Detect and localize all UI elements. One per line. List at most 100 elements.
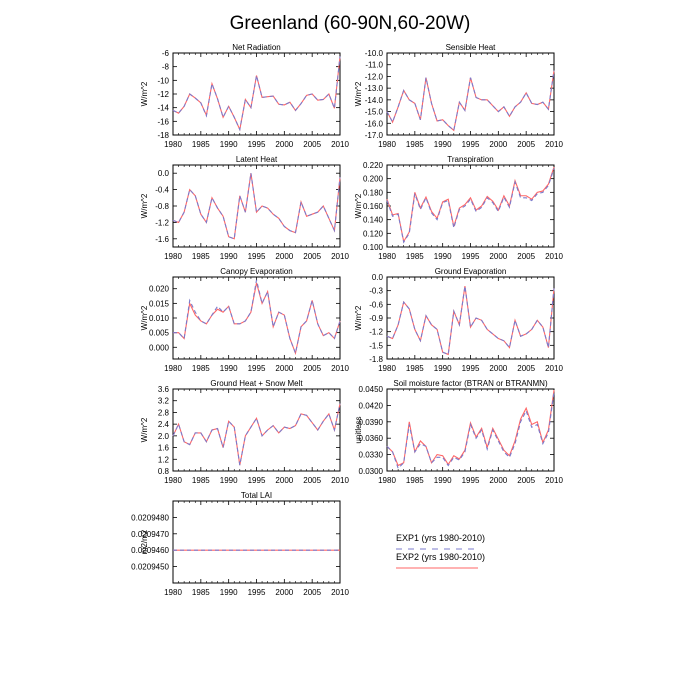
x-tick-label: 1980 <box>164 364 182 373</box>
x-tick-label: 2000 <box>489 476 507 485</box>
x-tick-label: 1990 <box>434 252 452 261</box>
chart-panel-9: Total LAI m2/m2 1980 1985 1990 1995 2000 2005 20… <box>131 491 349 597</box>
y-axis-label: W/m^2 <box>140 193 149 218</box>
x-tick-label: 1990 <box>220 252 238 261</box>
y-tick-label: 0.005 <box>149 329 170 338</box>
x-tick-label: 1985 <box>406 476 424 485</box>
x-tick-label: 2010 <box>331 252 349 261</box>
x-tick-label: 2010 <box>545 140 563 149</box>
y-tick-label: 0.0209470 <box>131 530 169 539</box>
chart-panel-6: Ground Evaporation W/m^2 1980 1985 1990 1995 2… <box>354 267 563 373</box>
y-tick-label: 2.8 <box>158 408 170 417</box>
figure-title: Greenland (60-90N,60-20W) <box>230 13 471 34</box>
x-tick-label: 1980 <box>378 140 396 149</box>
chart-panel-4: Transpiration W/m^2 1980 1985 1990 1995 2000 20… <box>354 155 563 261</box>
x-tick-label: 1990 <box>220 476 238 485</box>
y-tick-label: 0.0209480 <box>131 513 169 522</box>
x-tick-label: 2010 <box>545 476 563 485</box>
panel-title: Latent Heat <box>236 155 278 164</box>
x-tick-label: 2005 <box>517 140 535 149</box>
y-axis-label: W/m^2 <box>354 193 363 218</box>
x-tick-label: 1985 <box>406 252 424 261</box>
panel-title: Net Radiation <box>232 43 280 52</box>
y-tick-label: -1.5 <box>369 341 383 350</box>
x-tick-label: 1995 <box>248 140 266 149</box>
legend-label-exp1: EXP1 (yrs 1980-2010) <box>396 533 485 543</box>
chart-panel-1: Net Radiation W/m^2 1980 1985 1990 1995 2000 20… <box>140 43 349 149</box>
y-tick-label: 0.120 <box>363 229 384 238</box>
y-tick-label: -13.0 <box>365 84 384 93</box>
series-line-exp2 <box>172 403 341 466</box>
x-tick-label: 1990 <box>220 588 238 597</box>
panel-title: Transpiration <box>447 155 493 164</box>
x-tick-label: 2000 <box>275 588 293 597</box>
x-tick-label: 1985 <box>192 252 210 261</box>
x-tick-label: 2005 <box>303 252 321 261</box>
x-tick-label: 1985 <box>192 364 210 373</box>
y-tick-label: 0.160 <box>363 202 384 211</box>
x-tick-label: 2000 <box>275 476 293 485</box>
x-tick-label: 2005 <box>303 140 321 149</box>
x-tick-label: 1985 <box>406 364 424 373</box>
x-tick-label: 1995 <box>462 364 480 373</box>
y-tick-label: 0.015 <box>149 299 170 308</box>
chart-panel-7: Ground Heat + Snow Melt W/m^2 1980 1985 1990… <box>140 379 349 485</box>
x-tick-label: 2005 <box>517 252 535 261</box>
legend: EXP1 (yrs 1980-2010) EXP2 (yrs 1980-2010) <box>396 533 485 569</box>
x-tick-label: 1995 <box>462 140 480 149</box>
series-line-exp1 <box>172 403 341 466</box>
y-tick-label: 0.0390 <box>359 418 384 427</box>
y-tick-label: 0.0300 <box>359 467 384 476</box>
plot-frame <box>172 52 341 136</box>
x-tick-label: 1980 <box>378 476 396 485</box>
x-tick-label: 1995 <box>248 476 266 485</box>
y-tick-label: 1.2 <box>158 455 170 464</box>
y-tick-label: -10 <box>157 76 169 85</box>
x-tick-label: 2005 <box>303 588 321 597</box>
y-tick-label: 0.180 <box>363 188 384 197</box>
y-tick-label: 2.0 <box>158 432 170 441</box>
x-tick-label: 2010 <box>331 588 349 597</box>
plot-frame <box>386 388 555 472</box>
x-tick-label: 1995 <box>248 588 266 597</box>
y-tick-label: -0.3 <box>369 287 383 296</box>
series-line-exp1 <box>172 56 341 132</box>
x-tick-label: 2005 <box>303 364 321 373</box>
plot-frame <box>172 388 341 472</box>
y-tick-label: -15.0 <box>365 108 384 117</box>
x-tick-label: 2010 <box>545 364 563 373</box>
panel-title: Ground Evaporation <box>435 267 507 276</box>
chart-panel-3: Latent Heat W/m^2 1980 1985 1990 1995 2000 2005… <box>140 155 349 261</box>
series-line-exp2 <box>172 56 341 132</box>
x-tick-label: 2000 <box>489 140 507 149</box>
x-tick-label: 1995 <box>462 252 480 261</box>
y-axis-label: unitless <box>354 416 363 443</box>
y-tick-label: 0.0 <box>158 169 170 178</box>
x-tick-label: 1995 <box>248 252 266 261</box>
legend-label-exp2: EXP2 (yrs 1980-2010) <box>396 552 485 562</box>
chart-panel-5: Canopy Evaporation W/m^2 1980 1985 1990 1995 2… <box>140 267 349 373</box>
x-tick-label: 2010 <box>331 364 349 373</box>
y-tick-label: -0.9 <box>369 314 383 323</box>
x-tick-label: 2000 <box>275 364 293 373</box>
x-tick-label: 1990 <box>434 476 452 485</box>
y-tick-label: 0.100 <box>363 243 384 252</box>
plot-frame <box>172 500 341 584</box>
y-tick-label: -11.0 <box>365 61 383 70</box>
x-tick-label: 2000 <box>275 140 293 149</box>
series-line-exp2 <box>172 173 341 240</box>
y-tick-label: -16 <box>157 117 169 126</box>
y-tick-label: -1.2 <box>369 328 383 337</box>
y-tick-label: 3.2 <box>158 397 170 406</box>
panel-title: Ground Heat + Snow Melt <box>210 379 303 388</box>
x-tick-label: 2005 <box>517 364 535 373</box>
y-tick-label: 0.020 <box>149 285 170 294</box>
y-tick-label: -1.2 <box>155 218 169 227</box>
x-tick-label: 1980 <box>164 476 182 485</box>
y-tick-label: -1.6 <box>155 235 169 244</box>
y-tick-label: 3.6 <box>158 385 170 394</box>
y-tick-label: 0.0450 <box>359 385 384 394</box>
plot-frame <box>386 52 555 136</box>
y-tick-label: -14 <box>157 104 169 113</box>
y-tick-label: 0.0360 <box>359 434 384 443</box>
